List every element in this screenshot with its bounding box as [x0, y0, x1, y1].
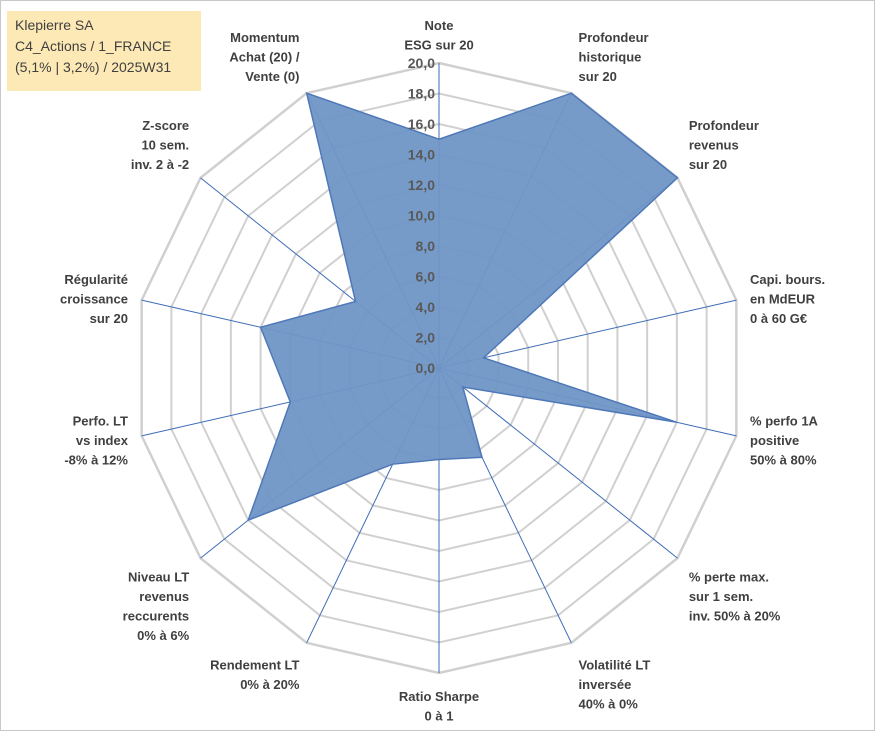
category-label-line: Rendement LT [210, 658, 299, 673]
axis-spoke [438, 367, 678, 559]
category-label: Profondeur historique sur 20 [579, 30, 649, 84]
category-label: % perte max. sur 1 sem. inv. 50% à 20% [689, 570, 781, 624]
tick-layer: 0,0 2,0 4,0 6,0 8,0 10,0 12,0 14,0 16,0 18,0 20,0 [408, 55, 435, 376]
category-label: Note ESG sur 20 [404, 18, 473, 53]
category-label-line: Niveau LT [128, 570, 189, 585]
category-label-line: sur 1 sem. [689, 589, 753, 604]
category-label-line: en MdEUR [750, 292, 816, 307]
category-label-line: Perfo. LT [73, 413, 128, 428]
category-label: Capi. bours. en MdEUR 0 à 60 G€ [750, 272, 825, 326]
category-label-line: revenus [689, 137, 739, 152]
category-label-line: revenus [139, 589, 189, 604]
category-label-line: Achat (20) / [229, 49, 299, 64]
category-label-line: Z-score [142, 118, 189, 133]
series-area [246, 92, 679, 522]
category-label-line: 0% à 6% [137, 628, 189, 643]
category-label-line: % perte max. [689, 570, 769, 585]
category-label-line: croissance [60, 292, 128, 307]
category-label-line: inversée [579, 677, 632, 692]
category-label-line: Régularité [64, 272, 128, 287]
info-box: Klepierre SA C4_Actions / 1_FRANCE (5,1%… [7, 11, 201, 91]
category-label: Régularité croissance sur 20 [60, 272, 128, 326]
label-layer: Note ESG sur 20 Profondeur historique sur 20… [60, 18, 825, 724]
tick-label: 4,0 [416, 299, 436, 315]
info-category: C4_Actions / 1_FRANCE [15, 38, 172, 54]
tick-label: 16,0 [408, 116, 435, 132]
category-label-line: Ratio Sharpe [399, 689, 479, 704]
category-label-line: 40% à 0% [579, 697, 639, 712]
category-label-line: sur 20 [579, 69, 617, 84]
info-company: Klepierre SA [15, 17, 94, 33]
category-label-line: Momentum [230, 30, 299, 45]
info-stats: (5,1% | 3,2%) / 2025W31 [15, 59, 172, 75]
category-label-line: historique [579, 49, 642, 64]
tick-label: 6,0 [416, 269, 436, 285]
tick-label: 8,0 [416, 238, 436, 254]
category-label-line: Vente (0) [245, 69, 299, 84]
tick-label: 2,0 [416, 330, 436, 346]
category-label: Rendement LT 0% à 20% [210, 658, 300, 693]
category-label: % perfo 1A positive 50% à 80% [750, 413, 819, 467]
category-label-line: Volatilité LT [579, 658, 651, 673]
tick-label: 0,0 [416, 360, 436, 376]
category-label-line: 0% à 20% [240, 677, 300, 692]
category-label: Niveau LT revenus reccurents 0% à 6% [123, 570, 190, 644]
category-label: Ratio Sharpe 0 à 1 [399, 689, 479, 724]
category-label: Z-score 10 sem. inv. 2 à -2 [131, 118, 189, 172]
category-label-line: 50% à 80% [750, 452, 817, 467]
category-label-line: Capi. bours. [750, 272, 825, 287]
category-label-line: reccurents [123, 609, 189, 624]
category-label-line: 10 sem. [141, 137, 189, 152]
category-label-line: ESG sur 20 [404, 38, 473, 53]
tick-label: 20,0 [408, 55, 435, 71]
category-label-line: % perfo 1A [750, 413, 819, 428]
tick-label: 10,0 [408, 208, 435, 224]
tick-label: 18,0 [408, 86, 435, 102]
category-label-line: 0 à 1 [425, 709, 454, 724]
tick-label: 12,0 [408, 177, 435, 193]
category-label-line: -8% à 12% [64, 452, 128, 467]
category-label-line: inv. 50% à 20% [689, 609, 781, 624]
category-label: Volatilité LT inversée 40% à 0% [579, 658, 651, 712]
tick-label: 14,0 [408, 147, 435, 163]
category-label-line: sur 20 [90, 311, 128, 326]
category-label-line: Note [425, 18, 454, 33]
category-label-line: sur 20 [689, 157, 727, 172]
series-layer [246, 92, 679, 522]
category-label-line: Profondeur [579, 30, 649, 45]
axis-spoke [438, 299, 737, 369]
category-label: Profondeur revenus sur 20 [689, 118, 759, 172]
category-label-line: Profondeur [689, 118, 759, 133]
category-label-line: vs index [76, 433, 129, 448]
category-label-line: positive [750, 433, 799, 448]
category-label: Momentum Achat (20) / Vente (0) [229, 30, 299, 84]
category-label-line: inv. 2 à -2 [131, 157, 189, 172]
category-label: Perfo. LT vs index -8% à 12% [64, 413, 128, 467]
category-label-line: 0 à 60 G€ [750, 311, 807, 326]
